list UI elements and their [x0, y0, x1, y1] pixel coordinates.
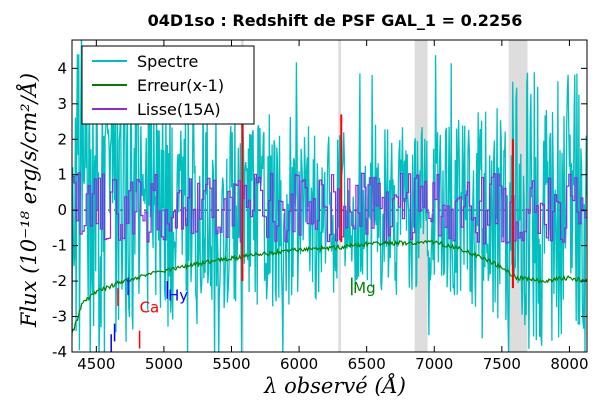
x-tick-label-8000: 8000 — [550, 355, 588, 373]
y-tick-label--3: -3 — [52, 308, 67, 326]
x-tick-label-7000: 7000 — [415, 355, 453, 373]
series-erreur-line — [72, 239, 587, 333]
x-axis-label: λ observé (Å) — [263, 373, 406, 398]
y-tick-label-2: 2 — [57, 130, 67, 148]
data-layer: Ca Hy Mg — [72, 40, 587, 352]
y-tick-label-3: 3 — [57, 95, 67, 113]
legend-label-0: Spectre — [137, 52, 198, 71]
x-tick-label-6000: 6000 — [280, 355, 318, 373]
y-tick-label--1: -1 — [52, 237, 67, 255]
annotation-label-hy: Hy — [168, 286, 188, 304]
annotation-label-ca: Ca — [140, 299, 160, 317]
x-tick-label-7500: 7500 — [483, 355, 521, 373]
legend-label-2: Lisse(15A) — [137, 100, 221, 119]
y-tick-label--4: -4 — [52, 343, 67, 361]
axes-frame — [71, 39, 588, 353]
chart-title: 04D1so : Redshift de PSF GAL_1 = 0.2256 — [148, 11, 523, 30]
series-spectre-line — [72, 40, 587, 352]
x-tick-label-4500: 4500 — [77, 355, 115, 373]
x-tick-label-6500: 6500 — [348, 355, 386, 373]
y-tick-label-4: 4 — [57, 59, 67, 77]
y-tick-label-0: 0 — [57, 201, 67, 219]
legend-label-1: Erreur(x-1) — [137, 76, 224, 95]
series-lisse-line — [72, 172, 587, 245]
y-tick-label-1: 1 — [57, 166, 67, 184]
y-tick-label--2: -2 — [52, 272, 67, 290]
plot-area: Ca Hy Mg 4500 5000 5500 6000 6500 7000 7500 8000 -4… — [52, 39, 589, 373]
x-tick-label-5000: 5000 — [145, 355, 183, 373]
y-axis-label: Flux (10⁻¹⁸ erg/s/cm²/Å) — [16, 73, 41, 328]
x-tick-label-5500: 5500 — [212, 355, 250, 373]
annotation-label-mg: Mg — [353, 279, 375, 297]
